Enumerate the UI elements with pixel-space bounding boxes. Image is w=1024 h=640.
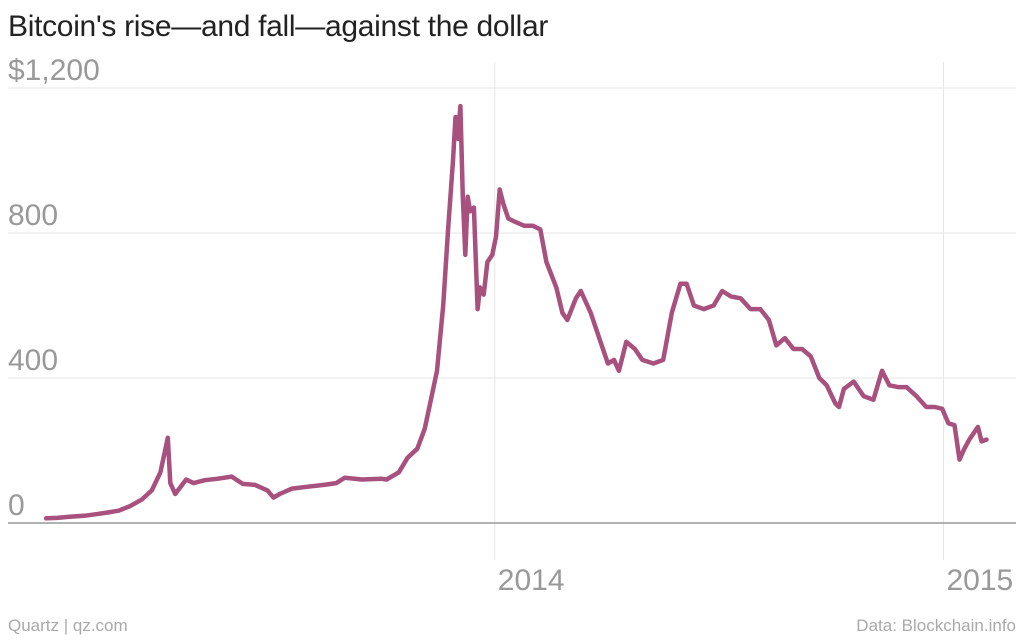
y-tick-label: $1,200: [8, 54, 100, 87]
chart-title: Bitcoin's rise—and fall—against the doll…: [8, 10, 549, 43]
y-tick-label: 400: [8, 344, 58, 377]
y-tick-label: 0: [8, 489, 25, 522]
series-layer: [43, 103, 989, 521]
footer-source: Data: Blockchain.info: [856, 616, 1016, 635]
x-tick-label: 2014: [498, 564, 565, 597]
x-tick-label: 2015: [946, 564, 1013, 597]
tick-label-layer: 0 400 800 $1,200 2014 2015: [8, 54, 1013, 597]
grid-layer: [8, 62, 1016, 560]
footer-credit: Quartz | qz.com: [8, 616, 128, 635]
y-tick-label: 800: [8, 199, 58, 232]
price-series-line: [43, 103, 989, 521]
